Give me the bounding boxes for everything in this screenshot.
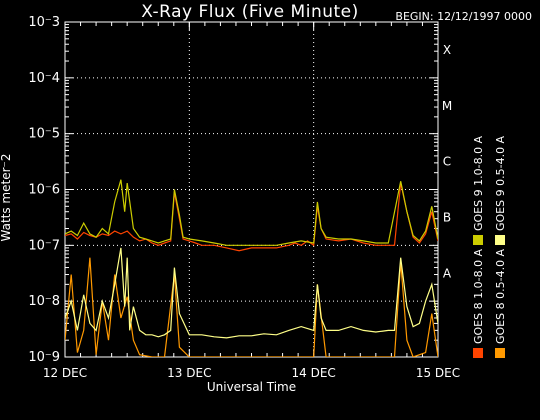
- legend-label: GOES 9 1.0-8.0 A: [472, 135, 485, 231]
- plot-frame: [64, 21, 439, 358]
- series-line: [65, 247, 438, 339]
- y-tick-label: 10⁻4: [28, 71, 60, 86]
- flare-class-label: M: [442, 99, 452, 113]
- y-axis-label: Watts meter⁻2: [0, 154, 13, 242]
- series-line: [65, 179, 438, 246]
- x-tick-label: 15 DEC: [416, 366, 460, 380]
- legend-label: GOES 8 1.0-8.0 A: [472, 248, 485, 344]
- y-tick-label: 10⁻3: [28, 15, 60, 30]
- y-tick-label: 10⁻8: [28, 294, 60, 309]
- chart-title: X-Ray Flux (Five Minute): [141, 2, 359, 22]
- x-tick-label: 13 DEC: [167, 366, 211, 380]
- flare-class-label: A: [443, 266, 452, 280]
- series-line: [65, 182, 438, 252]
- legend-label: GOES 8 0.5-4.0 A: [494, 248, 507, 344]
- y-tick-label: 10⁻5: [28, 127, 60, 142]
- flare-class-label: B: [443, 210, 451, 224]
- legend-swatch: [495, 348, 505, 358]
- flare-class-label: X: [443, 43, 451, 57]
- y-tick-label: 10⁻6: [28, 183, 60, 198]
- y-tick-label: 10⁻9: [28, 350, 60, 365]
- x-tick-label: 12 DEC: [43, 366, 87, 380]
- flare-class-label: C: [443, 155, 451, 169]
- legend-label: GOES 9 0.5-4.0 A: [494, 135, 507, 231]
- series-line: [65, 257, 438, 357]
- x-tick-label: 14 DEC: [292, 366, 336, 380]
- y-tick-label: 10⁻7: [28, 238, 60, 253]
- legend-swatch: [473, 235, 483, 245]
- x-axis-label: Universal Time: [207, 380, 296, 394]
- begin-timestamp: BEGIN: 12/12/1997 0000: [395, 10, 532, 23]
- legend-swatch: [473, 348, 483, 358]
- legend-swatch: [495, 235, 505, 245]
